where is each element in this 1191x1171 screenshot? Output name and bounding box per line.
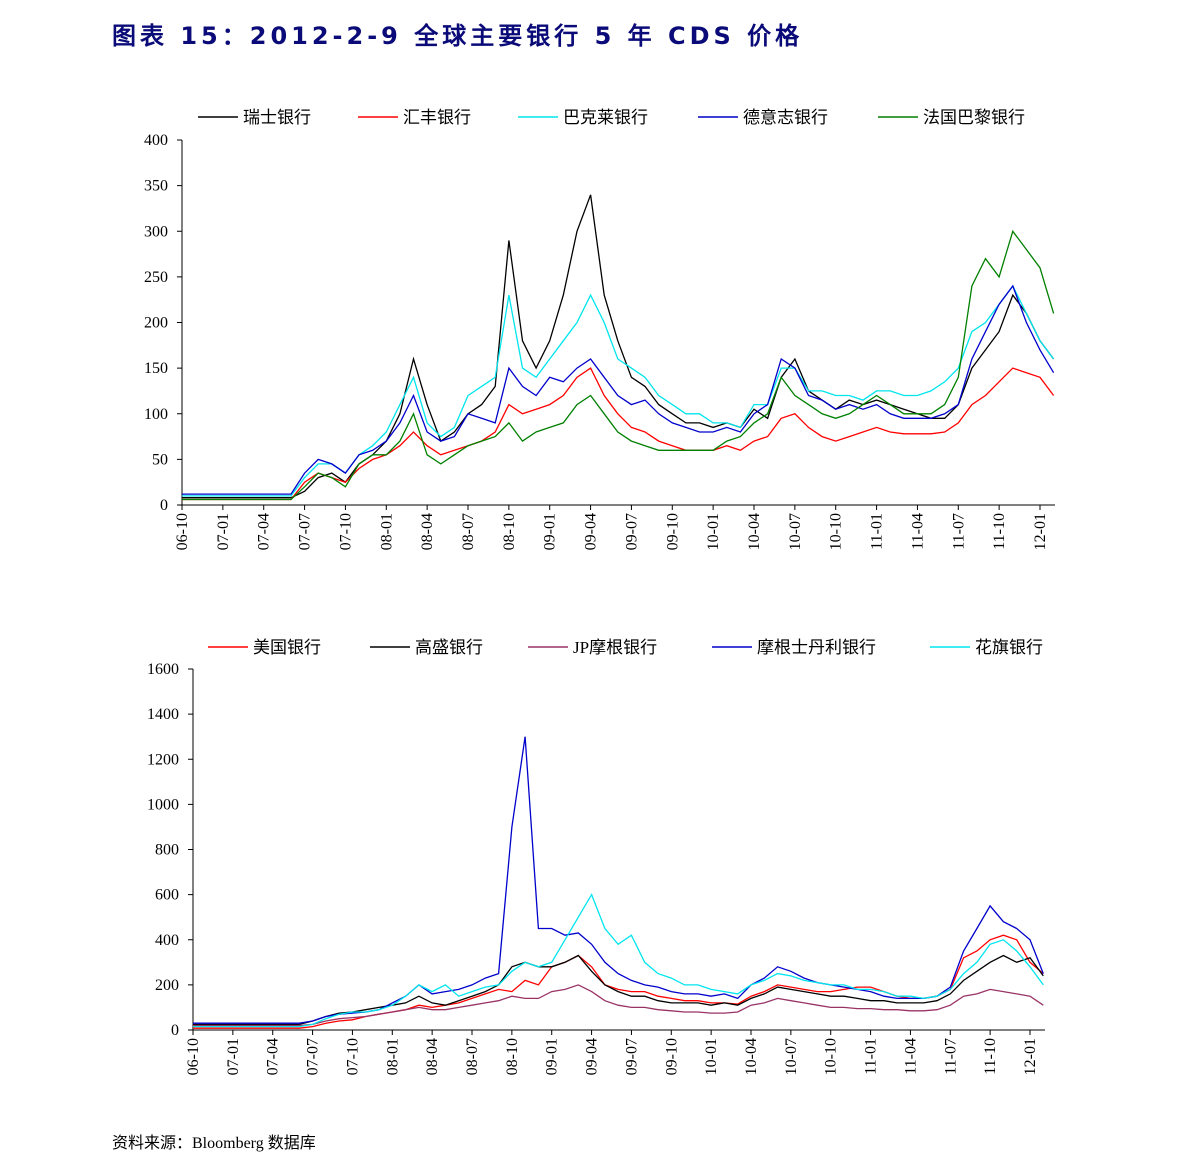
legend-label: 巴克莱银行 <box>563 108 648 127</box>
y-tick-label: 100 <box>144 406 168 423</box>
x-tick-label: 08-01 <box>378 513 395 550</box>
x-tick-label: 09-04 <box>584 1038 601 1075</box>
x-tick-label: 09-07 <box>623 513 640 550</box>
y-tick-label: 200 <box>155 977 179 994</box>
y-tick-label: 300 <box>144 223 168 240</box>
y-tick-label: 0 <box>160 497 168 514</box>
source-note: 资料来源：Bloomberg 数据库 <box>112 1134 316 1152</box>
x-tick-label: 08-07 <box>460 513 477 550</box>
x-tick-label: 07-01 <box>225 1038 242 1075</box>
x-tick-label: 11-07 <box>950 513 967 550</box>
series-line <box>193 984 1044 1027</box>
x-tick-label: 09-07 <box>623 1038 640 1075</box>
x-tick-label: 09-04 <box>583 513 600 550</box>
x-tick-label: 07-10 <box>337 513 354 550</box>
legend-label: 法国巴黎银行 <box>923 108 1025 127</box>
legend-label: JP摩根银行 <box>573 638 657 657</box>
y-tick-label: 250 <box>144 269 168 286</box>
y-tick-label: 600 <box>155 887 179 904</box>
x-tick-label: 10-01 <box>703 1038 720 1075</box>
series-line <box>193 934 1044 1029</box>
x-tick-label: 11-10 <box>991 513 1008 550</box>
y-tick-label: 50 <box>152 451 168 468</box>
x-tick-label: 06-10 <box>174 513 191 550</box>
x-tick-label: 10-10 <box>828 513 845 550</box>
x-tick-label: 07-10 <box>344 1038 361 1075</box>
x-tick-label: 06-10 <box>185 1038 202 1075</box>
x-tick-label: 11-01 <box>863 1038 880 1075</box>
x-tick-label: 08-01 <box>384 1038 401 1075</box>
x-tick-label: 07-04 <box>256 513 273 550</box>
x-tick-label: 11-04 <box>902 1038 919 1075</box>
x-tick-label: 08-04 <box>419 513 436 550</box>
series-line <box>182 229 1055 501</box>
x-tick-label: 07-01 <box>215 513 232 550</box>
x-tick-label: 09-01 <box>542 513 559 550</box>
x-tick-label: 10-07 <box>787 513 804 550</box>
x-tick-label: 08-07 <box>464 1038 481 1075</box>
y-tick-label: 0 <box>171 1022 179 1039</box>
y-tick-label: 150 <box>144 360 168 377</box>
x-tick-label: 11-07 <box>942 1038 959 1075</box>
x-tick-label: 09-10 <box>663 1038 680 1075</box>
legend-label: 花旗银行 <box>975 638 1043 657</box>
x-tick-label: 10-01 <box>705 513 722 550</box>
x-tick-label: 09-01 <box>544 1038 561 1075</box>
series-line <box>193 736 1044 1024</box>
series-line <box>182 194 1055 499</box>
x-tick-label: 09-10 <box>664 513 681 550</box>
x-tick-label: 07-07 <box>297 513 314 550</box>
y-tick-label: 400 <box>155 932 179 949</box>
y-tick-label: 1600 <box>147 661 179 678</box>
x-tick-label: 10-10 <box>823 1038 840 1075</box>
series-line <box>182 284 1055 495</box>
series-line <box>193 954 1044 1026</box>
y-tick-label: 1000 <box>147 796 179 813</box>
series-line <box>182 367 1055 501</box>
x-tick-label: 10-07 <box>783 1038 800 1075</box>
legend-label: 德意志银行 <box>743 108 828 127</box>
x-tick-label: 08-10 <box>501 513 518 550</box>
x-tick-label: 07-07 <box>305 1038 322 1075</box>
x-tick-label: 08-10 <box>504 1038 521 1075</box>
x-tick-label: 07-04 <box>265 1038 282 1075</box>
x-tick-label: 11-04 <box>909 513 926 550</box>
x-tick-label: 11-10 <box>982 1038 999 1075</box>
legend-label: 高盛银行 <box>415 638 483 657</box>
x-tick-label: 11-01 <box>869 513 886 550</box>
y-tick-label: 1400 <box>147 706 179 723</box>
x-tick-label: 12-01 <box>1032 513 1049 550</box>
x-tick-label: 12-01 <box>1022 1038 1039 1075</box>
x-tick-label: 08-04 <box>424 1038 441 1075</box>
legend-label: 摩根士丹利银行 <box>757 638 876 657</box>
y-tick-label: 350 <box>144 178 168 195</box>
y-tick-label: 400 <box>144 132 168 149</box>
y-tick-label: 1200 <box>147 751 179 768</box>
page-title: 图表 15：2012-2-9 全球主要银行 5 年 CDS 价格 <box>112 22 803 50</box>
series-line <box>193 893 1044 1028</box>
legend-label: 汇丰银行 <box>403 108 471 127</box>
y-tick-label: 800 <box>155 842 179 859</box>
series-line <box>182 284 1055 497</box>
y-tick-label: 200 <box>144 315 168 332</box>
legend-label: 瑞士银行 <box>243 108 311 127</box>
legend-label: 美国银行 <box>253 638 321 657</box>
x-tick-label: 10-04 <box>746 513 763 550</box>
x-tick-label: 10-04 <box>743 1038 760 1075</box>
